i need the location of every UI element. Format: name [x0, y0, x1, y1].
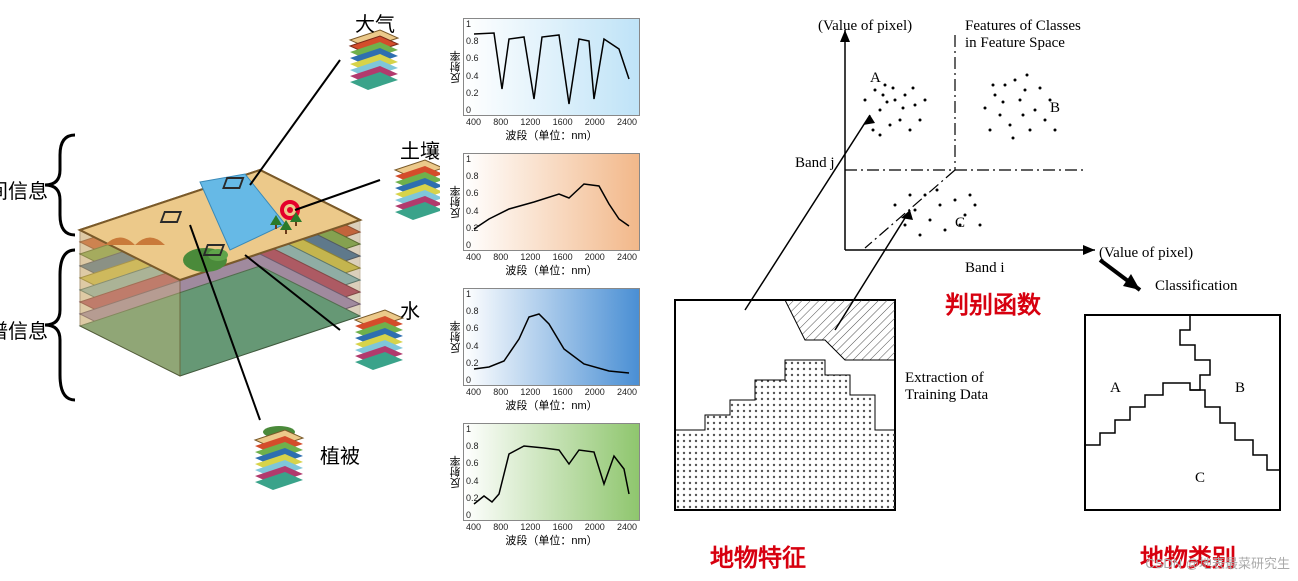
- label-soil: 土壤: [400, 135, 440, 164]
- label-spatial: 空间信息: [0, 175, 48, 204]
- label-atmosphere: 大气: [355, 8, 395, 37]
- chart-soil: 10.80.60.40.20 4008001200160020002400 反射…: [463, 153, 640, 251]
- scatter-A: A: [870, 70, 881, 87]
- hyperspectral-cube-panel: 大气 土壤 水 植被 空间信息 光谱信息: [0, 0, 440, 576]
- red-feature: 地物特征: [710, 538, 806, 573]
- scatter-C: C: [955, 215, 965, 232]
- spectrum-charts-panel: 10.80.60.40.20 4008001200160020002400 反射…: [463, 18, 663, 578]
- watermark: CSDN @地表最菜研究生: [1145, 553, 1290, 572]
- label-band-j: Band j: [795, 155, 835, 172]
- label-spectral: 光谱信息: [0, 315, 48, 344]
- chart-atmosphere: 10.80.60.40.20 4008001200160020002400 反射…: [463, 18, 640, 116]
- mini-stack-water: [355, 310, 403, 370]
- mini-stack-soil: [395, 160, 440, 220]
- mini-stack-vegetation: [255, 426, 303, 490]
- label-water: 水: [400, 295, 420, 324]
- class-C: C: [1195, 470, 1205, 487]
- label-band-i: Band i: [965, 260, 1005, 277]
- classification-panel: (Value of pixel) Features of Classes in …: [665, 0, 1298, 576]
- red-discriminant: 判别函数: [945, 285, 1041, 320]
- label-vegetation: 植被: [320, 440, 360, 469]
- mini-stack-atmosphere: [350, 30, 398, 90]
- class-A: A: [1110, 380, 1121, 397]
- chart-vegetation: 10.80.60.40.20 4008001200160020002400 反射…: [463, 423, 640, 521]
- xaxis-label: 波段（单位：nm）: [464, 127, 639, 143]
- cube-svg: [0, 0, 440, 576]
- label-extraction: Extraction of Training Data: [905, 370, 988, 404]
- label-value-pixel-x: (Value of pixel): [1099, 245, 1193, 262]
- class-B: B: [1235, 380, 1245, 397]
- yaxis-label: 反射率: [448, 51, 464, 84]
- chart-water: 10.80.60.40.20 4008001200160020002400 反射…: [463, 288, 640, 386]
- scatter-B: B: [1050, 100, 1060, 117]
- label-classification: Classification: [1155, 278, 1238, 295]
- label-value-pixel-y: (Value of pixel): [818, 18, 912, 35]
- label-features: Features of Classes in Feature Space: [965, 18, 1081, 52]
